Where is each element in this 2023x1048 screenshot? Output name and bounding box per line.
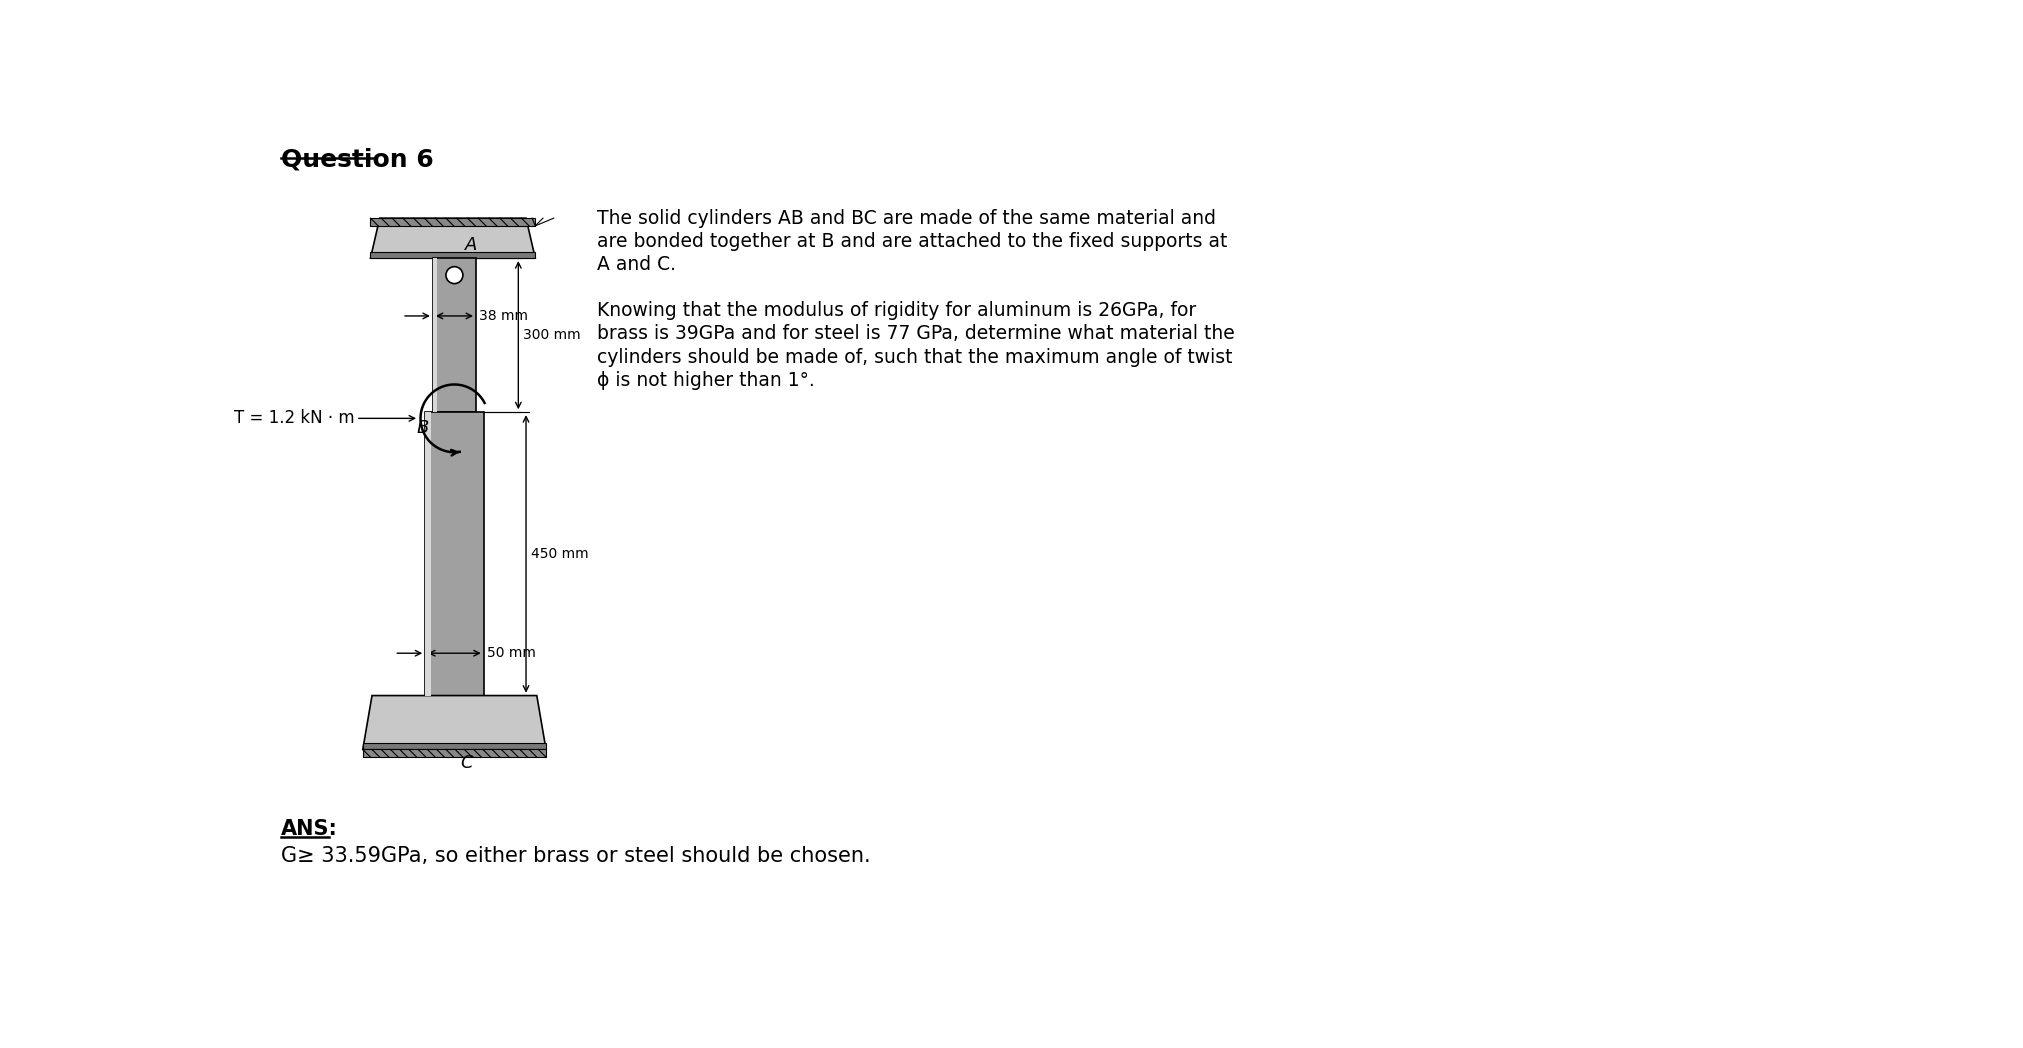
Text: The solid cylinders AB and BC are made of the same material and: The solid cylinders AB and BC are made o… (597, 209, 1216, 227)
Polygon shape (362, 696, 546, 749)
Bar (370, 218, 534, 226)
Text: 38 mm: 38 mm (479, 309, 528, 323)
Text: T = 1.2 kN · m: T = 1.2 kN · m (233, 410, 354, 428)
Bar (433, 258, 475, 412)
Text: G≥ 33.59GPa, so either brass or steel should be chosen.: G≥ 33.59GPa, so either brass or steel sh… (281, 847, 870, 867)
Text: brass is 39GPa and for steel is 77 GPa, determine what material the: brass is 39GPa and for steel is 77 GPa, … (597, 325, 1234, 344)
Text: ANS:: ANS: (281, 818, 338, 838)
Text: 300 mm: 300 mm (522, 328, 581, 343)
Text: Question 6: Question 6 (281, 148, 433, 171)
Text: ϕ is not higher than 1°.: ϕ is not higher than 1°. (597, 371, 813, 390)
Bar (425, 412, 483, 696)
Circle shape (445, 266, 463, 284)
Text: C: C (461, 755, 473, 772)
Text: 50 mm: 50 mm (486, 647, 536, 660)
Text: A and C.: A and C. (597, 255, 676, 275)
Text: B: B (417, 418, 429, 437)
Bar (425, 412, 431, 696)
Polygon shape (370, 218, 534, 258)
Text: A: A (465, 237, 477, 255)
Text: Knowing that the modulus of rigidity for aluminum is 26GPa, for: Knowing that the modulus of rigidity for… (597, 302, 1196, 321)
Polygon shape (370, 252, 534, 258)
Text: are bonded together at B and are attached to the fixed supports at: are bonded together at B and are attache… (597, 232, 1226, 252)
Polygon shape (362, 743, 546, 749)
Text: 450 mm: 450 mm (530, 547, 589, 561)
Bar (362, 749, 546, 757)
Bar (433, 258, 437, 412)
Text: cylinders should be made of, such that the maximum angle of twist: cylinders should be made of, such that t… (597, 348, 1232, 367)
